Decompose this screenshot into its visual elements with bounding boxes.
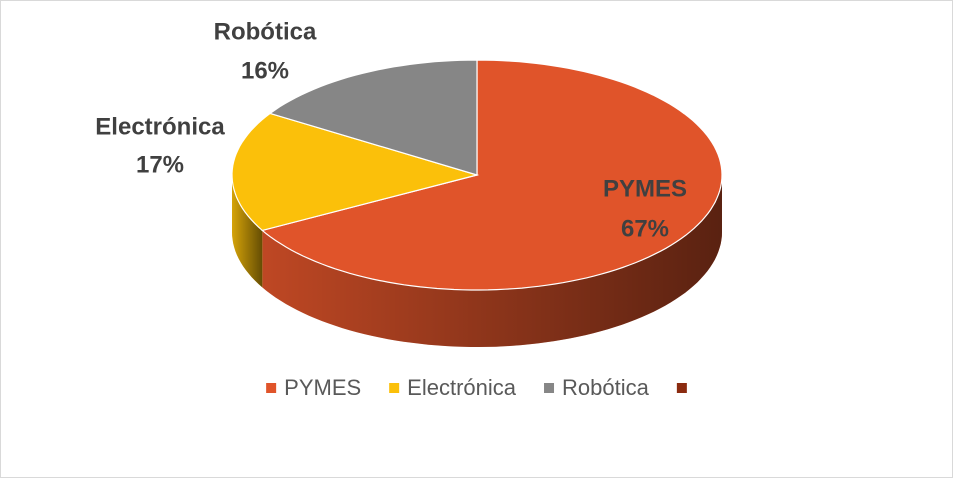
slice-label-value: 16% [241,57,289,84]
slice-label-name: PYMES [603,175,687,202]
legend-label: Robótica [562,375,650,400]
slice [231,112,480,232]
slice-side-shade [232,175,263,288]
legend-swatch [676,383,687,393]
slice-label-value: 67% [621,215,669,242]
slice-label-value: 17% [136,151,184,178]
legend-swatch [266,383,277,393]
legend-label: PYMES [284,375,361,400]
legend-swatch [544,383,555,393]
slice-label-name: Electrónica [95,113,225,140]
legend-label: Electrónica [407,375,517,400]
slice-side-shade [262,175,722,347]
slice [261,59,723,291]
slice-label-name: Robótica [214,18,317,45]
legend-swatch [389,383,400,393]
slice [268,59,478,176]
